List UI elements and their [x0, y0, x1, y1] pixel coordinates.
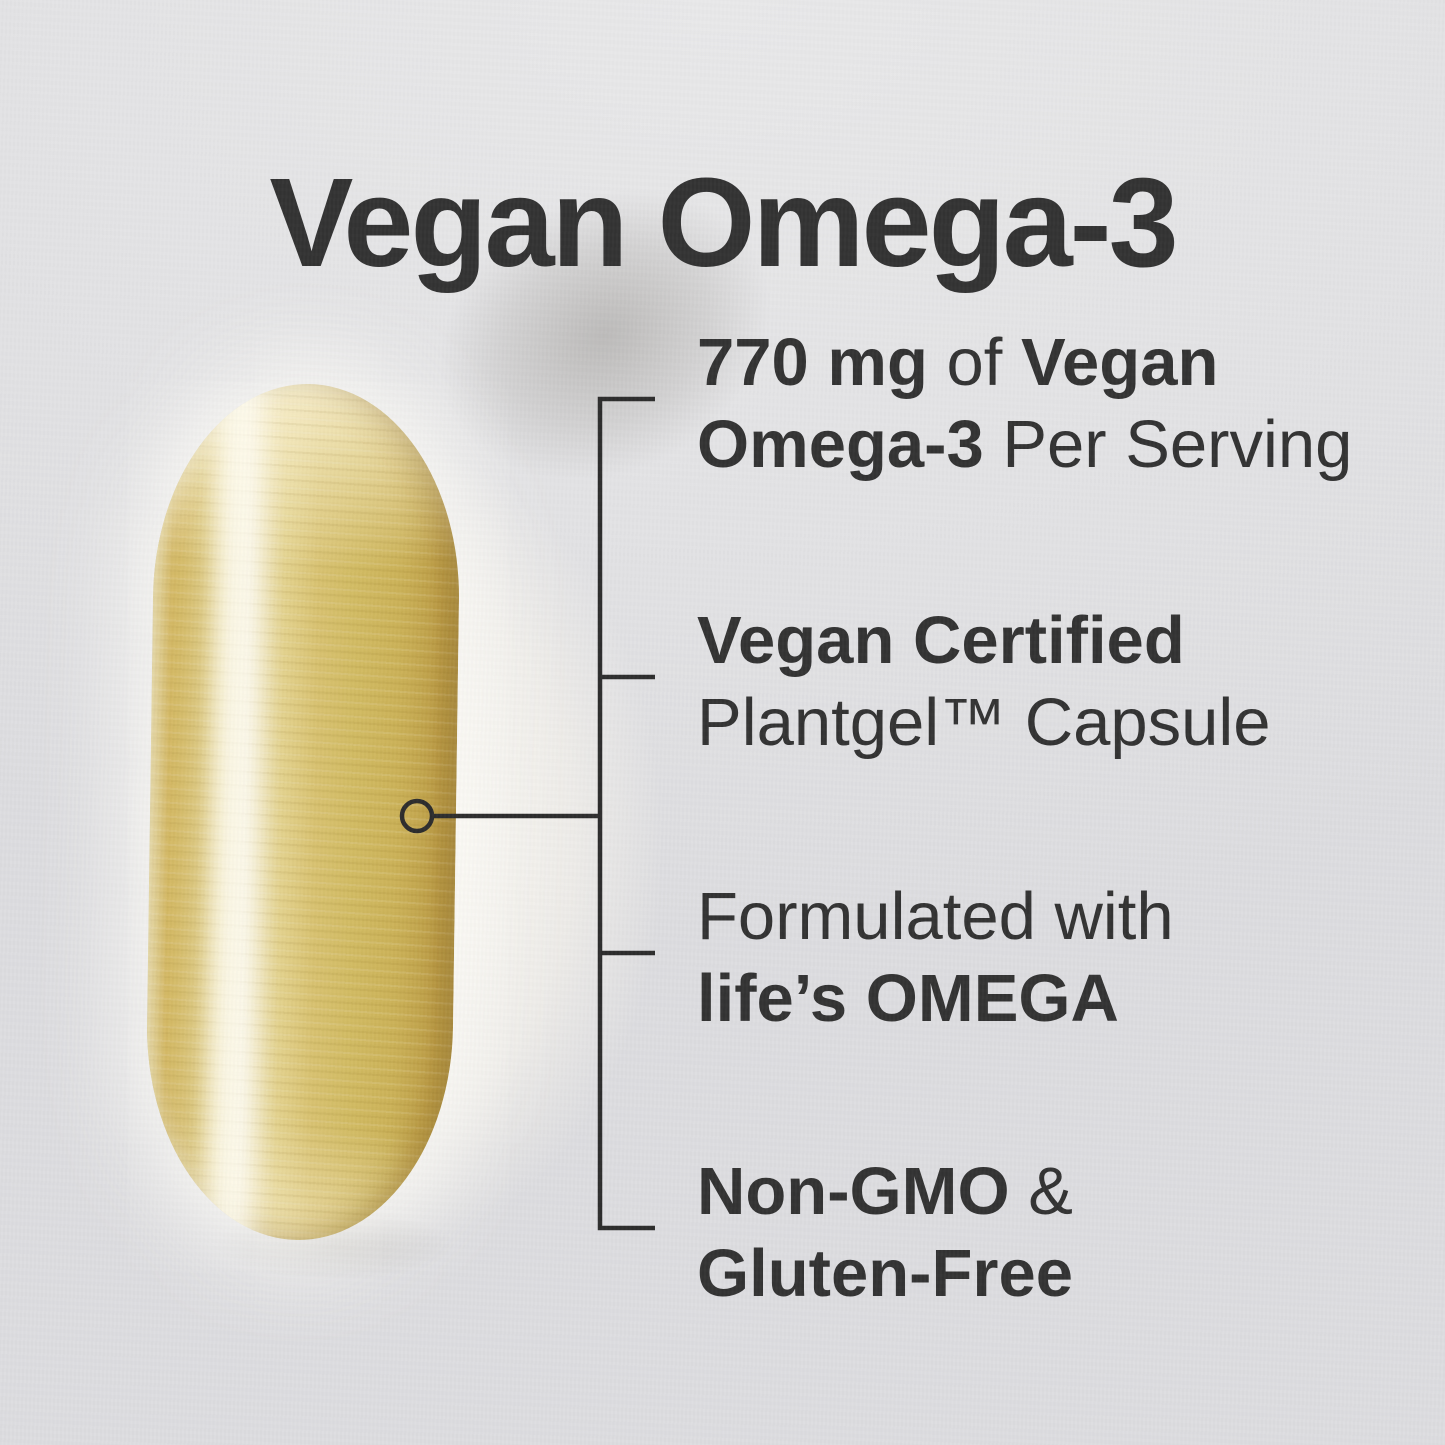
capsule-highlight	[196, 382, 276, 1240]
callout-text-segment: Plantgel™ Capsule	[697, 685, 1271, 760]
callout-formulation: Formulated with life’s OMEGA	[697, 876, 1174, 1040]
callout-text-segment: 770 mg	[697, 325, 947, 400]
callout-line: life’s OMEGA	[697, 958, 1174, 1040]
callout-capsule-type: Vegan Certified Plantgel™ Capsule	[697, 600, 1271, 764]
callout-text-segment: &	[1028, 1154, 1073, 1229]
callout-text-segment: Omega-3	[697, 407, 1003, 482]
callout-text-segment: Gluten-Free	[697, 1236, 1073, 1311]
callout-line: 770 mg of Vegan	[697, 322, 1352, 404]
callout-line: Non-GMO &	[697, 1151, 1073, 1233]
callout-line: Gluten-Free	[697, 1233, 1073, 1315]
callout-text-segment: Non-GMO	[697, 1154, 1029, 1229]
callout-line: Plantgel™ Capsule	[697, 682, 1271, 764]
softgel-capsule-image	[144, 381, 462, 1243]
callout-dosage: 770 mg of Vegan Omega-3 Per Serving	[697, 322, 1352, 486]
callout-dietary: Non-GMO & Gluten-Free	[697, 1151, 1073, 1315]
callout-text-segment: Vegan Certified	[697, 603, 1185, 678]
callout-text-segment: Vegan	[1021, 325, 1219, 400]
callout-text-segment: life’s OMEGA	[697, 961, 1119, 1036]
page-title: Vegan Omega-3	[269, 152, 1178, 294]
callout-text-segment: Per Serving	[1002, 407, 1353, 482]
callout-line: Omega-3 Per Serving	[697, 404, 1352, 486]
callout-line: Vegan Certified	[697, 600, 1271, 682]
callout-text-segment: of	[946, 325, 1022, 400]
callout-text-segment: Formulated with	[697, 879, 1174, 954]
callout-line: Formulated with	[697, 876, 1174, 958]
